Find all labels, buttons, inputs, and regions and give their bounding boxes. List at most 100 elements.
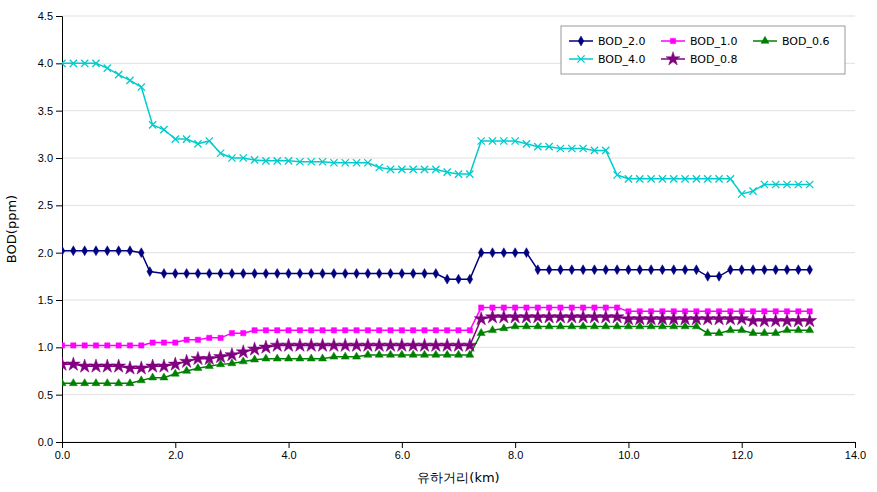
marker [138, 248, 144, 258]
marker [568, 322, 576, 329]
marker [116, 343, 121, 348]
marker [467, 274, 473, 284]
marker [602, 147, 609, 154]
marker [542, 310, 556, 323]
marker [534, 322, 542, 329]
marker [320, 269, 326, 279]
marker [62, 357, 69, 370]
marker [202, 351, 216, 364]
marker [545, 322, 553, 329]
marker [681, 175, 688, 182]
marker [218, 335, 223, 340]
marker [467, 328, 472, 333]
marker [398, 350, 406, 357]
marker [667, 312, 681, 325]
marker [783, 181, 790, 188]
legend-item: BOD_2.0 [569, 35, 645, 48]
marker [704, 175, 711, 182]
legend-marker [761, 36, 769, 43]
tick-label: 0.0 [38, 436, 53, 448]
tick-label: 4.0 [281, 449, 296, 461]
tick-label: 2.5 [38, 199, 53, 211]
tick-label: 3.0 [38, 152, 53, 164]
tick: 3.5 [38, 105, 62, 117]
marker [660, 265, 666, 275]
marker [195, 269, 201, 279]
marker [331, 269, 337, 279]
marker [364, 350, 372, 357]
marker [263, 328, 268, 333]
marker [387, 166, 394, 173]
marker [455, 170, 462, 177]
marker [807, 265, 813, 275]
marker [420, 350, 428, 357]
tick-label: 1.0 [38, 341, 53, 353]
marker [621, 312, 635, 325]
marker [273, 354, 281, 361]
marker [395, 338, 409, 351]
marker [365, 328, 370, 333]
marker [432, 350, 440, 357]
marker [296, 158, 303, 165]
tick-mark [56, 205, 62, 206]
marker [522, 322, 530, 329]
grid-line [62, 300, 855, 301]
marker [523, 140, 530, 147]
marker [62, 379, 66, 386]
marker [591, 147, 598, 154]
marker [112, 359, 126, 372]
grid-line [62, 205, 855, 206]
tick: 1.5 [38, 294, 62, 306]
marker [285, 157, 292, 164]
marker [62, 60, 66, 67]
tick-mark [402, 442, 403, 448]
marker [501, 248, 507, 258]
marker [171, 369, 179, 376]
marker [150, 340, 155, 345]
series [62, 60, 813, 198]
marker [531, 310, 545, 323]
marker [579, 145, 586, 152]
marker [343, 328, 348, 333]
tick: 10.0 [618, 442, 639, 461]
marker [71, 343, 76, 348]
marker [806, 181, 813, 188]
marker [433, 328, 438, 333]
marker [251, 156, 258, 163]
marker [384, 338, 398, 351]
marker [342, 269, 348, 279]
marker [341, 352, 349, 359]
series [62, 322, 814, 386]
marker [262, 157, 269, 164]
marker [511, 322, 519, 329]
marker [569, 265, 575, 275]
marker [728, 265, 734, 275]
marker [229, 330, 234, 335]
marker [520, 310, 534, 323]
marker [364, 159, 371, 166]
series [62, 246, 813, 284]
marker [716, 271, 722, 281]
marker [93, 343, 98, 348]
marker [387, 350, 395, 357]
marker [444, 274, 450, 284]
marker [445, 328, 450, 333]
marker [81, 60, 88, 67]
marker [330, 159, 337, 166]
marker [115, 379, 123, 386]
marker [762, 265, 768, 275]
tick-mark [56, 395, 62, 396]
marker [160, 373, 168, 380]
marker [625, 175, 632, 182]
marker [659, 175, 666, 182]
series [62, 310, 817, 374]
marker [727, 175, 734, 182]
marker [350, 338, 364, 351]
marker [590, 322, 598, 329]
marker [206, 269, 212, 279]
marker [282, 338, 296, 351]
marker [422, 328, 427, 333]
marker [422, 269, 428, 279]
marker [534, 143, 541, 150]
tick-mark [56, 63, 62, 64]
